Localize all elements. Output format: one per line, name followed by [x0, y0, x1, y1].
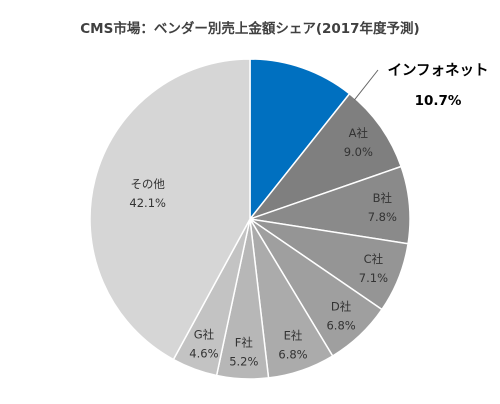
callout-line-0	[354, 69, 379, 101]
slice-label-7: G社	[194, 328, 215, 342]
slice-value-label-0: 10.7%	[415, 93, 462, 109]
slice-label-5: E社	[284, 329, 303, 343]
slice-value-label-3: 7.1%	[359, 271, 388, 285]
slice-1	[247, 92, 403, 221]
slice-label-4: D社	[331, 300, 352, 314]
pie-slices	[89, 58, 411, 380]
slice-value-label-8: 42.1%	[129, 196, 166, 210]
slice-value-label-7: 4.6%	[189, 347, 218, 361]
slice-0	[249, 58, 351, 222]
slice-value-label-5: 6.8%	[278, 348, 307, 362]
slice-label-0: インフォネット	[387, 62, 488, 79]
slice-value-label-1: 9.0%	[344, 145, 373, 159]
pie-labels: インフォネット 10.7% A社 9.0% B社 7.8% C社 7.1% D社 6.8% E社 6.…	[129, 62, 488, 369]
slice-label-2: B社	[373, 191, 393, 205]
slice-label-6: F社	[235, 336, 254, 350]
slice-value-label-4: 6.8%	[326, 319, 355, 333]
slice-label-1: A社	[349, 126, 369, 140]
slice-value-label-6: 5.2%	[229, 355, 258, 369]
chart-title: CMS市場：ベンダー別売上金額シェア(2017年度予測)	[80, 20, 419, 37]
slice-8	[89, 58, 251, 361]
slice-label-8: その他	[130, 177, 165, 191]
slice-label-3: C社	[364, 252, 384, 266]
slice-value-label-2: 7.8%	[368, 210, 397, 224]
